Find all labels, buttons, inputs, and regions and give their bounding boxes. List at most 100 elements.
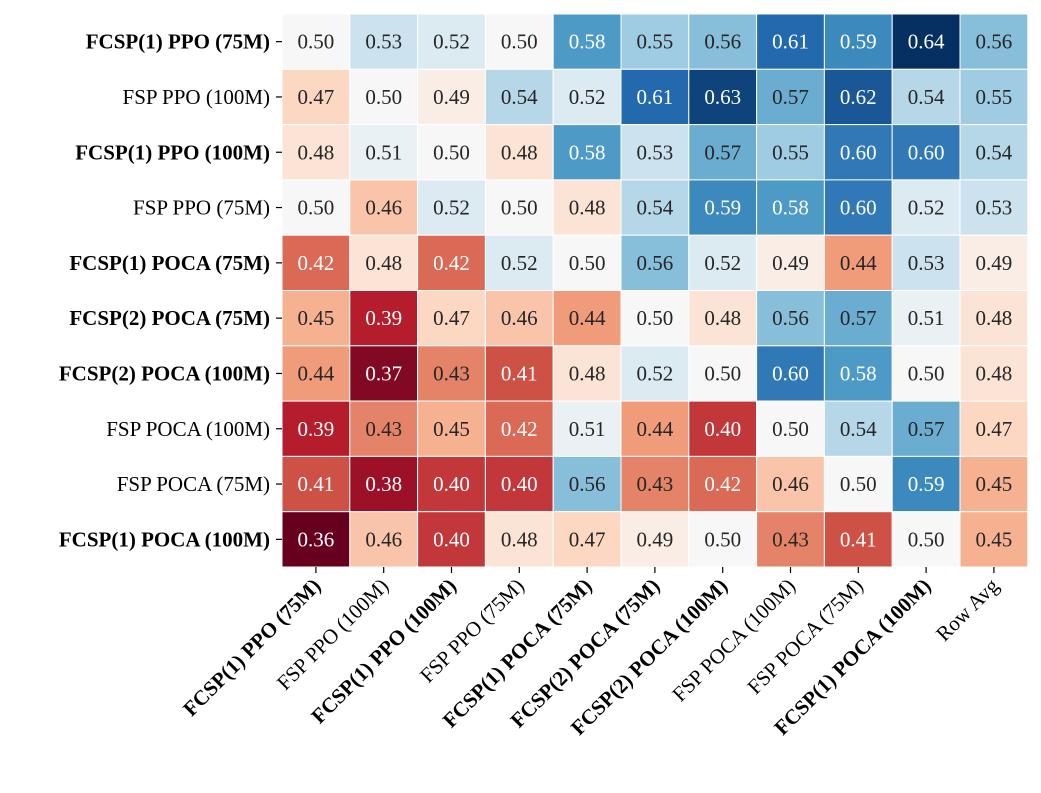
cell-value-label: 0.56 [772, 306, 809, 330]
cell-value-label: 0.55 [772, 140, 809, 164]
heatmap-cell [959, 400, 1029, 457]
cell-value-label: 0.54 [637, 196, 674, 220]
y-tick-labels: FCSP(1) PPO (75M) FSP PPO (100M) FCSP(1) P… [59, 30, 282, 551]
cell-value-label: 0.52 [637, 361, 674, 385]
cell-value-label: 0.43 [433, 361, 470, 385]
heatmap-cell [891, 455, 961, 513]
heatmap-cell [823, 234, 893, 291]
cell-value-label: 0.52 [433, 30, 470, 54]
heatmap-cell [484, 511, 554, 568]
y-tick-label: FSP POCA (75M) [117, 472, 270, 496]
cell-value-label: 0.45 [976, 527, 1013, 551]
heatmap-cell [620, 13, 690, 70]
cell-value-label: 0.39 [365, 306, 402, 330]
cell-value-label: 0.44 [840, 251, 877, 275]
y-tick-label: FSP PPO (75M) [133, 196, 270, 220]
cell-value-label: 0.60 [840, 196, 877, 220]
y-tick-label: FCSP(1) PPO (100M) [75, 140, 270, 164]
heatmap-cell [959, 290, 1029, 347]
heatmap-cell [349, 234, 419, 291]
cell-value-label: 0.50 [298, 196, 335, 220]
y-tick-label: FCSP(1) PPO (75M) [86, 30, 270, 54]
heatmap-cell [823, 68, 893, 126]
cell-value-label: 0.52 [908, 196, 945, 220]
cell-value-label: 0.58 [569, 30, 606, 54]
heatmap-cell [891, 13, 961, 70]
heatmap-cell [756, 400, 825, 457]
cell-value-label: 0.50 [501, 30, 538, 54]
y-tick-label: FCSP(1) POCA (100M) [59, 527, 270, 551]
heatmap-cell [281, 400, 351, 457]
cell-value-label: 0.46 [501, 306, 538, 330]
heatmap-cell [417, 68, 486, 126]
heatmap-cell [417, 13, 486, 70]
cell-value-label: 0.56 [569, 472, 606, 496]
heatmap-cell [620, 511, 690, 568]
cell-value-label: 0.60 [772, 361, 809, 385]
heatmap-cell [756, 511, 825, 568]
cell-value-label: 0.50 [433, 140, 470, 164]
heatmap-cell [417, 179, 486, 236]
cell-value-label: 0.45 [433, 417, 470, 441]
heatmap-cells: 0.50 0.53 0.52 0.50 0.58 0.55 0.56 0.61 0.59 0.64… [281, 13, 1029, 568]
cell-value-label: 0.64 [908, 30, 945, 54]
cell-value-label: 0.52 [501, 251, 538, 275]
cell-value-label: 0.58 [772, 196, 809, 220]
heatmap-cell [959, 234, 1029, 291]
heatmap-cell [823, 511, 893, 568]
heatmap-cell [959, 124, 1029, 181]
cell-value-label: 0.39 [298, 417, 335, 441]
cell-value-label: 0.40 [501, 472, 538, 496]
cell-value-label: 0.36 [298, 527, 335, 551]
cell-value-label: 0.47 [298, 85, 335, 109]
cell-value-label: 0.44 [298, 361, 335, 385]
heatmap-cell [823, 455, 893, 513]
cell-value-label: 0.50 [772, 417, 809, 441]
cell-value-label: 0.46 [365, 196, 402, 220]
heatmap-cell [688, 124, 758, 181]
y-tick-label: FSP POCA (100M) [106, 417, 270, 441]
heatmap-cell [281, 511, 351, 568]
cell-value-label: 0.48 [298, 140, 335, 164]
cell-value-label: 0.62 [840, 85, 877, 109]
heatmap-cell [281, 345, 351, 402]
cell-value-label: 0.42 [501, 417, 538, 441]
cell-value-label: 0.41 [298, 472, 335, 496]
cell-value-label: 0.47 [433, 306, 470, 330]
cell-value-label: 0.48 [365, 251, 402, 275]
cell-value-label: 0.43 [637, 472, 674, 496]
cell-value-label: 0.45 [976, 472, 1013, 496]
heatmap-cell [281, 455, 351, 513]
cell-value-label: 0.43 [772, 527, 809, 551]
heatmap-cell [823, 290, 893, 347]
cell-value-label: 0.48 [704, 306, 741, 330]
cell-value-label: 0.50 [704, 361, 741, 385]
cell-value-label: 0.50 [569, 251, 606, 275]
x-tick-label: FSP POCA (75M) [742, 574, 867, 699]
cell-value-label: 0.49 [976, 251, 1013, 275]
heatmap-cell [620, 68, 690, 126]
cell-value-label: 0.48 [569, 196, 606, 220]
cell-value-label: 0.57 [840, 306, 877, 330]
heatmap-cell [756, 345, 825, 402]
heatmap-cell [823, 124, 893, 181]
cell-value-label: 0.43 [365, 417, 402, 441]
cell-value-label: 0.48 [501, 527, 538, 551]
cell-value-label: 0.51 [365, 140, 402, 164]
cell-value-label: 0.55 [976, 85, 1013, 109]
cell-value-label: 0.46 [365, 527, 402, 551]
cell-value-label: 0.55 [637, 30, 674, 54]
heatmap-cell [823, 179, 893, 236]
cell-value-label: 0.50 [840, 472, 877, 496]
heatmap-cell [620, 179, 690, 236]
cell-value-label: 0.59 [840, 30, 877, 54]
heatmap-cell [620, 455, 690, 513]
heatmap-cell [959, 179, 1029, 236]
heatmap-cell [552, 234, 622, 291]
heatmap-cell [620, 234, 690, 291]
cell-value-label: 0.40 [433, 527, 470, 551]
heatmap-cell [620, 400, 690, 457]
heatmap-cell [349, 13, 419, 70]
cell-value-label: 0.51 [569, 417, 606, 441]
